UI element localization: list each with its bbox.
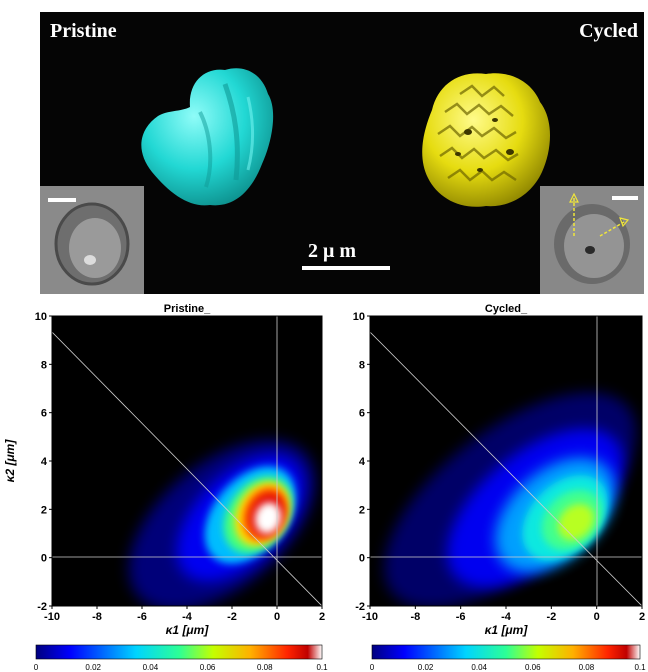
colorbar-a-tick-label: 0.02 (85, 663, 101, 672)
colorbar-ticks: 0 0.02 0.04 0.06 0.08 0.1 0 0.02 0.04 0.06 0.08 0.1 (34, 663, 646, 672)
chart-a-heatmap (52, 316, 322, 606)
pristine-inset-image (40, 186, 144, 294)
chart-a-xtick-label: -6 (137, 611, 147, 623)
chart-a-xtick-label: -2 (227, 611, 237, 623)
chart-b-ytick-label: 6 (359, 408, 365, 420)
colorbar-a-tick-label: 0.06 (200, 663, 216, 672)
particle-render-panel: Pristine Cycled (40, 12, 644, 294)
chart-a-ytick-label: 4 (41, 456, 48, 468)
chart-a-ytick-label: 10 (35, 311, 47, 323)
chart-a-ref-diag (52, 331, 322, 606)
chart-b-ytick-label: 0 (359, 553, 365, 565)
chart-a-xtick-label: 2 (319, 611, 325, 623)
pristine-label: Pristine (50, 20, 117, 42)
chart-b-xtick-label: -10 (362, 611, 378, 623)
chart-b-ytick-label: 2 (359, 504, 365, 516)
chart-a-ytick-label: 0 (41, 553, 47, 565)
chart-a-ytick-label: -2 (37, 601, 47, 613)
colorbar-a-tick-label: 0.04 (143, 663, 159, 672)
chart-a-ytick-label: 2 (41, 504, 47, 516)
colorbar-b-tick-label: 0.02 (418, 663, 434, 672)
chart-b-ytick-label: -2 (355, 601, 365, 613)
cycled-inset-image (540, 186, 644, 294)
colorbar-a-tick-label: 0 (34, 663, 39, 672)
chart-a-colorbar (35, 644, 323, 660)
chart-a-xtick-label: -8 (92, 611, 102, 623)
chart-b-xtick-label: 0 (594, 611, 600, 623)
chart-a-title: Pristine_ (164, 303, 211, 315)
chart-b-xtick-label: -2 (546, 611, 556, 623)
chart-b-ref-diag (370, 331, 642, 606)
chart-a-ytick-label: 6 (41, 408, 47, 420)
chart-a-ytick-label: 8 (41, 359, 47, 371)
scale-bar-label: 2 μ m (308, 240, 356, 262)
chart-b-xtick-label: -6 (456, 611, 466, 623)
chart-a-xtick-label: -10 (44, 611, 60, 623)
colorbar-b-tick-label: 0.08 (579, 663, 595, 672)
colorbar-a-tick-label: 0.08 (257, 663, 273, 672)
chart-a-xlabel: κ1 [μm] (166, 623, 210, 637)
chart-b-colorbar (371, 644, 641, 660)
colorbar-a-tick-label: 0.1 (316, 663, 328, 672)
colorbar-b-tick-label: 0.06 (525, 663, 541, 672)
chart-b-xlabel: κ1 [μm] (485, 623, 529, 637)
chart-a-ylabel: κ2 [μm] (3, 439, 17, 483)
chart-b-title: Cycled_ (485, 303, 528, 315)
colorbar-b-tick-label: 0.1 (634, 663, 646, 672)
colorbar-b-tick-label: 0 (370, 663, 375, 672)
chart-b-xtick-label: 2 (639, 611, 645, 623)
cycled-label: Cycled (579, 20, 638, 42)
colorbar-b-tick-label: 0.04 (471, 663, 487, 672)
chart-b-ytick-label: 10 (353, 311, 365, 323)
particle-render-svg (141, 68, 550, 270)
chart-b-heatmap (370, 316, 642, 606)
chart-a-xtick-label: 0 (274, 611, 280, 623)
chart-b-ytick-label: 4 (359, 456, 366, 468)
chart-b-axes: -10 -8 -6 -4 -2 0 2 -2 0 2 4 6 8 10 (353, 311, 645, 623)
chart-b-ytick-label: 8 (359, 359, 365, 371)
chart-b-xtick-label: -4 (501, 611, 512, 623)
chart-a-axes: -10 -8 -6 -4 -2 0 2 -2 0 2 4 6 8 10 (35, 311, 325, 623)
chart-a-xtick-label: -4 (182, 611, 193, 623)
chart-b-xtick-label: -8 (410, 611, 420, 623)
